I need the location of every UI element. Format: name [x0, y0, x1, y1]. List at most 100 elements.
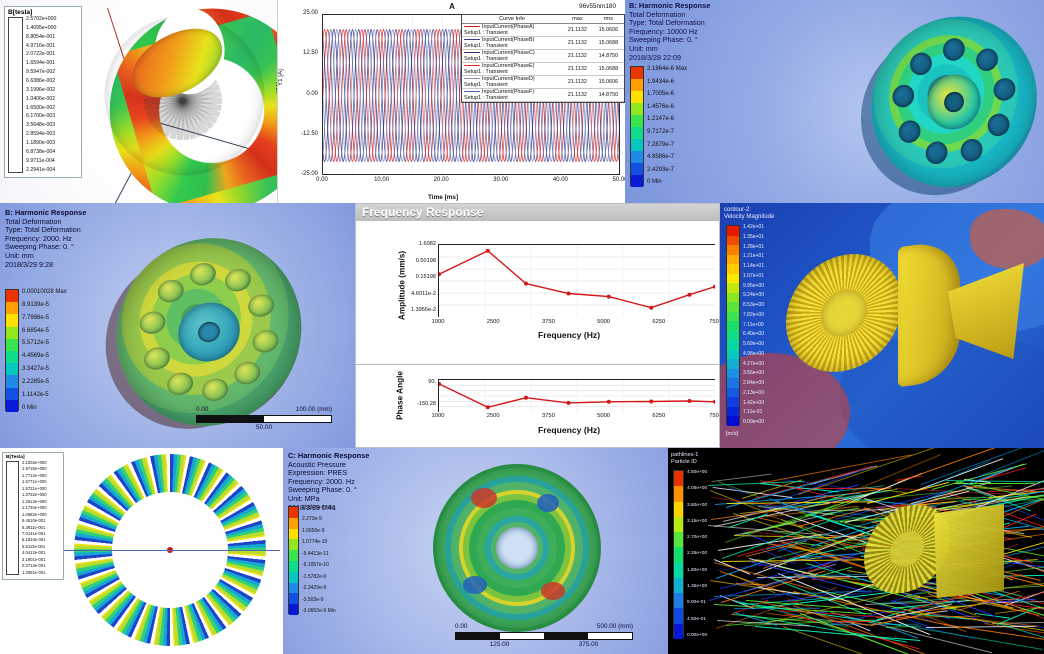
curve-color-swatch: [464, 65, 480, 66]
legend-value: 7.82e+00: [743, 313, 764, 318]
legend-value: 4.9716e-001: [26, 44, 56, 49]
y-tick: 4.6011e-2: [386, 291, 436, 297]
legend-value: 2.9942e-9 Max: [302, 506, 336, 511]
phase-y-axis-title: Phase Angle: [396, 350, 405, 442]
legend-value: 2.1002e+000: [22, 461, 47, 465]
legend-value: 2.25e+00: [687, 551, 707, 556]
legend-value: 8.8054e-001: [26, 35, 56, 40]
legend-value: 2.70e+00: [687, 535, 707, 540]
legend-value: 0.00010028 Max: [22, 289, 67, 295]
rotor-deformation-model: [858, 0, 1044, 203]
legend-value: 1.14e+01: [743, 264, 764, 269]
curve-setup: Setup1 : Transient: [464, 82, 560, 88]
x-tick: 3750: [542, 319, 555, 325]
legend-title-line2: Velocity Magnitude: [724, 214, 774, 221]
legend-value: 1.80e+00: [687, 568, 707, 573]
pressure-trough-a: [537, 494, 559, 512]
hot-region-corner: [970, 209, 1044, 269]
curve-setup: Setup1 : Transient: [464, 56, 560, 62]
panel-frequency-response: Frequency Response 1.6082 0.50198 0.15198 4…: [355, 203, 720, 448]
legend-value: 3.1901e-001: [22, 558, 47, 562]
legend-value: 5.5712e-5: [22, 340, 67, 346]
curve-setup: Setup1 : Transient: [464, 43, 560, 49]
legend-value: 4.0412e-001: [22, 551, 47, 555]
x-tick: 20.00: [434, 177, 449, 183]
legend-value: 8.53e+00: [743, 303, 764, 308]
legend-value: 9.95e+00: [743, 284, 764, 289]
rotor-hole: [234, 360, 262, 386]
pathline: [734, 607, 820, 608]
legend-value: 9.4510e-001: [22, 519, 47, 523]
legend-value: 9.24e+00: [743, 293, 764, 298]
panel-particle-pathlines: pathlines-1 Particle ID 4.50e+00 4.05e+00…: [668, 448, 1044, 654]
legend-value: 2.8594e-003: [26, 132, 56, 137]
window-title-bar[interactable]: Frequency Response: [356, 204, 719, 222]
x-axis-title: Time [ms]: [428, 194, 458, 201]
x-tick: 2500: [487, 413, 500, 419]
legend-value: 9.9711e-004: [26, 159, 56, 164]
legend-value: 1.28e+01: [743, 245, 764, 250]
curve-name-cell: InputCurrent(PhaseB) Setup1 : Transient: [462, 37, 562, 50]
legend-value: 7.7996e-5: [22, 315, 67, 321]
legend-value-list: 2.1002e+000 1.9715e+000 1.7712e+000 1.6771e…: [19, 461, 47, 575]
y-tick: 0.00: [282, 91, 318, 97]
legend-value: 1.6500e-002: [26, 106, 56, 111]
legend-value: 1.35e+00: [687, 584, 707, 589]
legend-value: 1.35e+01: [743, 235, 764, 240]
amplitude-curve: [439, 245, 715, 317]
curve-rms: 14.8750: [593, 89, 624, 102]
pressure-peak-a: [471, 488, 497, 508]
rotor-hole: [166, 371, 194, 397]
legend-acoustic-pressure: 2.9942e-9 Max 2.273e-9 1.6650e-9 1.0774e-10…: [288, 506, 336, 614]
reference-line-left: [60, 550, 172, 551]
curve-info-row: InputCurrent(PhaseD) Setup1 : Transient 21…: [462, 76, 624, 89]
result-annotation: B: Harmonic Response Total Deformation Typ…: [629, 2, 710, 62]
curve-info-rows: InputCurrent(PhaseA) Setup1 : Transient 21…: [462, 24, 624, 102]
x-tick: 1000: [432, 319, 445, 325]
legend-value-list: 1.42e+01 1.35e+01 1.28e+01 1.21e+01 1.14e+01…: [743, 225, 764, 425]
curve-info-table: Curve Info max rms InputCurrent(PhaseA) S…: [461, 14, 625, 103]
legend-value: 2.2285e-5: [22, 379, 67, 385]
col-rms: rms: [593, 15, 624, 24]
curve-name-cell: InputCurrent(PhaseC) Setup1 : Transient: [462, 50, 562, 63]
phase-curve: [439, 380, 715, 412]
rotor-hole: [251, 328, 279, 354]
scale-q1-label: 125.00: [490, 641, 510, 648]
rotor-hole: [189, 261, 217, 287]
curve-color-swatch: [464, 26, 480, 27]
legend-value: 1.42e+01: [743, 225, 764, 230]
legend-value: 4.27e+00: [743, 362, 764, 367]
y-axis-title: Y1 [A]: [277, 69, 284, 86]
y-tick: 0.15198: [386, 274, 436, 280]
legend-value: 6.40e+00: [743, 332, 764, 337]
legend-value: 2.273e-9: [302, 517, 336, 522]
legend-heading: pathlines-1 Particle ID: [671, 452, 698, 465]
legend-colorbar: [630, 66, 644, 186]
legend-value: 1.4095e+000: [26, 26, 56, 31]
scale-left-label: 0.00: [196, 406, 208, 413]
x-tick: 10.00: [374, 177, 389, 183]
curve-name-cell: InputCurrent(PhaseD) Setup1 : Transient: [462, 76, 562, 89]
legend-value: -3.503e-9: [302, 598, 336, 603]
phase-x-axis-title: Frequency (Hz): [538, 425, 600, 435]
legend-value: 3.5648e-003: [26, 123, 56, 128]
curve-setup: Setup1 : Transient: [464, 69, 560, 75]
x-tick: 40.00: [553, 177, 568, 183]
legend-colorbar: [5, 289, 19, 411]
legend-value: -2.3429e-9: [302, 586, 336, 591]
legend-heading: contour-2: Velocity Magnitude: [724, 207, 774, 221]
curve-max: 21.1132: [562, 76, 593, 89]
legend-value: 2.84e+00: [743, 381, 764, 386]
legend-value-list: 2.9942e-9 Max 2.273e-9 1.6650e-9 1.0774e-10…: [302, 506, 336, 614]
legend-colorbar: [8, 17, 23, 173]
curve-rms: 15.0688: [593, 63, 624, 76]
curve-rms: 15.0688: [593, 37, 624, 50]
legend-value: 2.2941e-004: [26, 168, 56, 173]
curve-max: 21.1132: [562, 89, 593, 102]
legend-value: -5.4413e-11: [302, 552, 336, 557]
x-tick: 5000: [597, 319, 610, 325]
x-tick: 6250: [652, 319, 665, 325]
results-collage: B[tesla] 2.5702e+000 1.4095e+000 8.8054e-0…: [0, 0, 1044, 654]
legend-value: 2.0722e-001: [26, 52, 56, 57]
legend-value: 4.50e-01: [687, 617, 707, 622]
